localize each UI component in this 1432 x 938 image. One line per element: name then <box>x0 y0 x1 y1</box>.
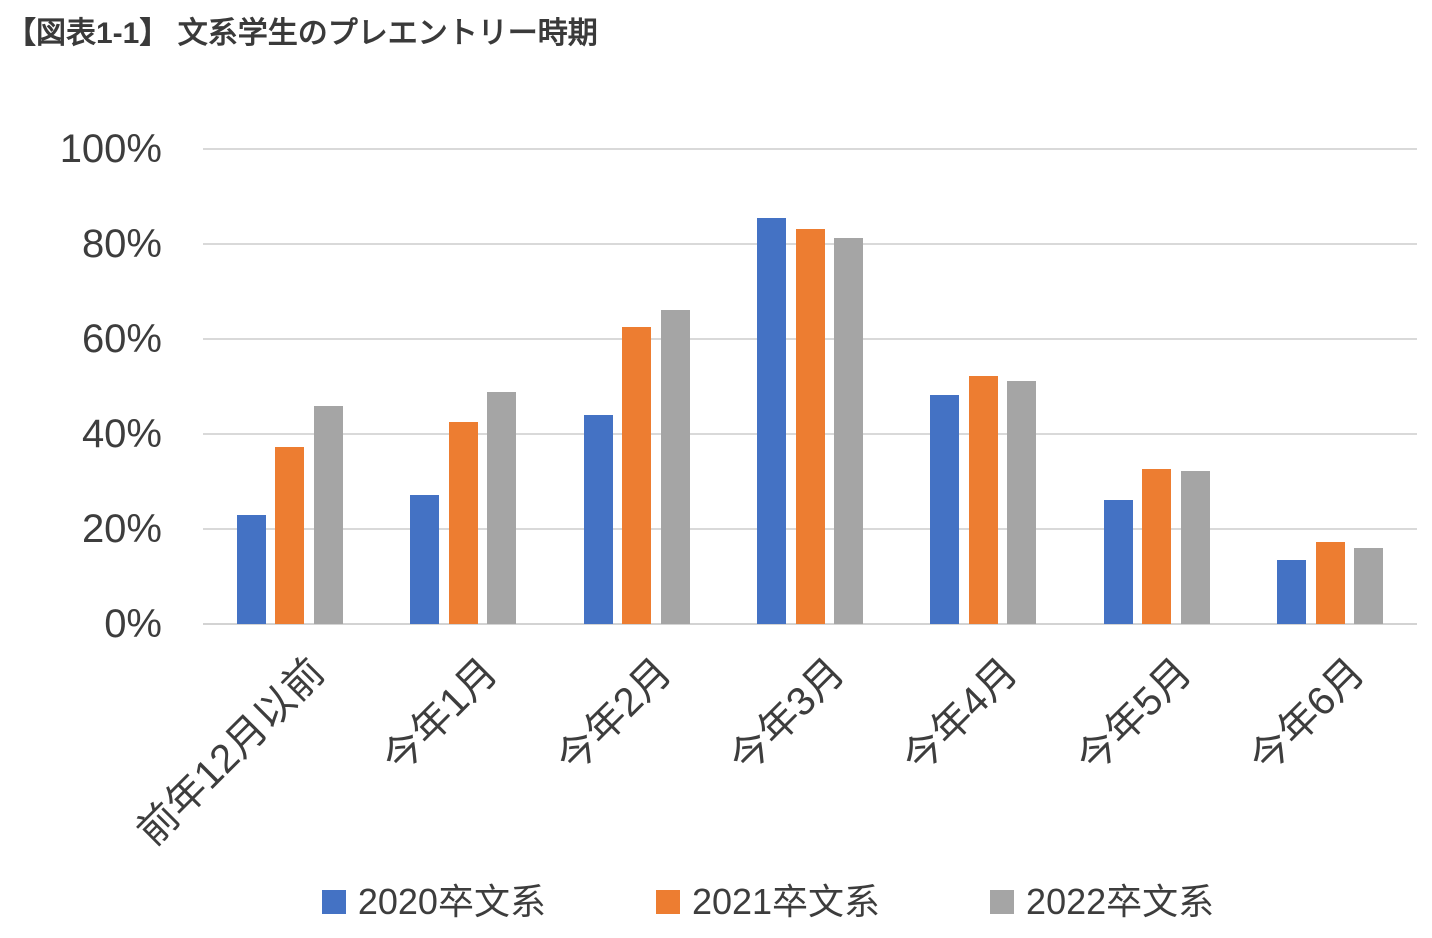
y-axis-label-0: 0% <box>104 602 162 646</box>
bar-s2-c6 <box>1354 547 1384 624</box>
bar-s1-c4 <box>968 376 998 624</box>
bar-s0-c4 <box>930 395 960 624</box>
figure-title: 【図表1-1】 文系学生のプレエントリー時期 <box>6 17 598 50</box>
bar-s1-c2 <box>622 327 652 624</box>
bar-s2-c5 <box>1180 470 1210 624</box>
legend-marker-2 <box>990 890 1015 914</box>
legend-marker-1 <box>655 890 680 914</box>
bar-s1-c1 <box>448 421 478 624</box>
y-axis-label-20: 20% <box>81 507 162 551</box>
gridline-0 <box>203 623 1417 625</box>
y-axis-label-80: 80% <box>81 222 162 266</box>
bar-s0-c1 <box>410 494 440 624</box>
bar-s2-c0 <box>313 405 343 624</box>
bar-s0-c2 <box>583 415 613 624</box>
legend-label-0: 2020卒文系 <box>357 881 546 922</box>
legend-marker-0 <box>321 890 346 914</box>
bar-s2-c1 <box>487 392 517 624</box>
gridline-100 <box>203 148 1417 150</box>
bar-s0-c3 <box>757 218 786 624</box>
legend-label-1: 2021卒文系 <box>691 881 881 922</box>
legend: 2020卒文系 2021卒文系 2022卒文系 <box>52 876 1432 928</box>
y-axis-label-60: 60% <box>81 317 162 361</box>
legend-item-1: 2021卒文系 <box>655 876 881 928</box>
legend-item-2: 2022卒文系 <box>990 876 1214 928</box>
bar-s1-c5 <box>1142 469 1172 624</box>
bar-s1-c6 <box>1315 542 1345 624</box>
bar-s2-c3 <box>834 237 863 624</box>
legend-item-0: 2020卒文系 <box>321 876 546 928</box>
bar-s0-c5 <box>1103 499 1133 624</box>
bar-s1-c3 <box>795 229 825 624</box>
bar-s0-c6 <box>1277 560 1307 624</box>
y-axis-label-100: 100% <box>59 127 162 171</box>
bar-s0-c0 <box>236 514 266 624</box>
bar-s2-c2 <box>660 310 690 624</box>
bar-s1-c0 <box>275 447 305 624</box>
legend-label-2: 2022卒文系 <box>1026 881 1215 922</box>
bar-s2-c4 <box>1007 380 1037 624</box>
y-axis-label-40: 40% <box>81 412 162 456</box>
